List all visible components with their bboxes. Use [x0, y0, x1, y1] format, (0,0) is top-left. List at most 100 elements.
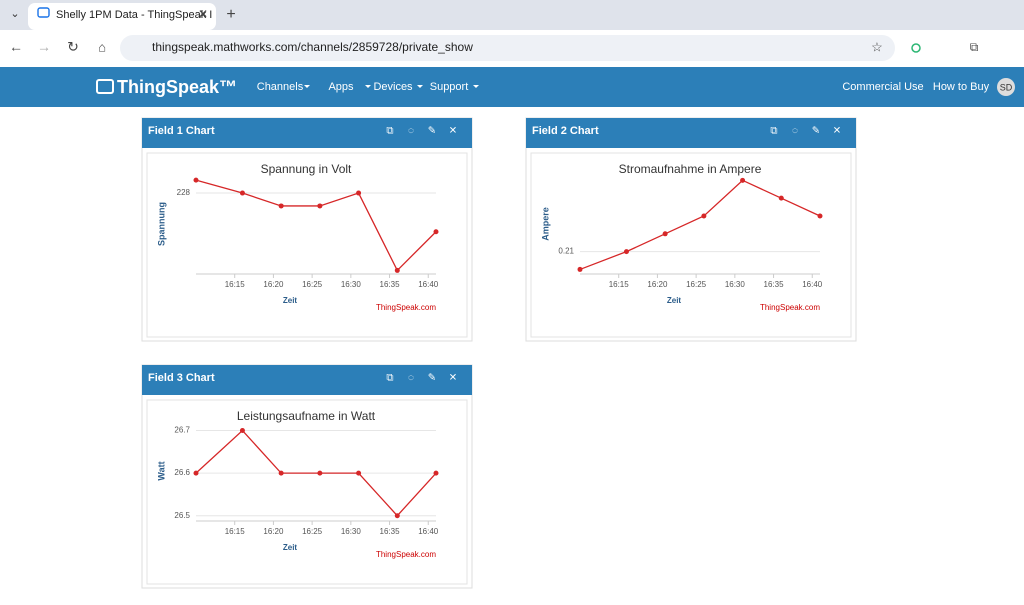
panel-action[interactable]: ⧉: [770, 126, 777, 137]
panel-title: Field 1 Chart: [148, 125, 215, 137]
x-tick-label: 16:25: [302, 527, 323, 536]
data-point: [317, 470, 323, 476]
panel-action[interactable]: ✎: [428, 373, 436, 384]
x-tick-label: 16:40: [418, 280, 439, 289]
x-tick-label: 16:15: [609, 280, 630, 289]
y-tick-label: 0.21: [558, 247, 574, 256]
x-tick-label: 16:35: [764, 280, 785, 289]
data-point: [278, 203, 284, 209]
credit[interactable]: ThingSpeak.com: [376, 550, 436, 559]
y-axis-label: Ampere: [540, 207, 550, 241]
panel-header: [142, 365, 472, 395]
nav-link[interactable]: How to Buy: [933, 81, 990, 93]
data-point: [433, 470, 439, 476]
y-tick-label: 228: [177, 188, 191, 197]
credit[interactable]: ThingSpeak.com: [376, 303, 436, 312]
data-point: [394, 267, 400, 273]
panel-title: Field 3 Chart: [148, 372, 215, 384]
data-point: [433, 229, 439, 235]
favicon: [37, 7, 50, 18]
extension-share[interactable]: [911, 43, 921, 53]
x-tick-label: 16:20: [263, 527, 284, 536]
panel-action[interactable]: ◌: [408, 126, 414, 137]
nav-menu[interactable]: Devices: [373, 81, 413, 93]
tab-close[interactable]: ✕: [198, 7, 208, 21]
data-point: [193, 470, 199, 476]
data-point: [701, 213, 707, 219]
x-axis-label: Zeit: [283, 296, 298, 305]
chart-frame: [146, 152, 468, 338]
data-point: [193, 177, 199, 183]
panel-action[interactable]: ✕: [449, 373, 457, 384]
avatar[interactable]: [997, 78, 1015, 96]
panel-header: [526, 118, 856, 148]
bookmark[interactable]: ☆: [871, 39, 883, 54]
caret: [473, 85, 479, 88]
panel-action[interactable]: ⧉: [386, 373, 393, 384]
panel-action[interactable]: ✎: [428, 126, 436, 137]
x-tick-label: 16:15: [225, 280, 246, 289]
x-axis-label: Zeit: [283, 543, 298, 552]
nav-menu[interactable]: Support: [430, 81, 469, 93]
caret: [365, 85, 371, 88]
data-point: [577, 266, 583, 272]
avatar-initials: SD: [1000, 82, 1013, 92]
data-point: [740, 177, 746, 183]
tab-menu[interactable]: ⌄: [10, 8, 19, 20]
data-point: [278, 470, 284, 476]
y-axis-label: Spannung: [156, 202, 166, 246]
panel-action[interactable]: ✕: [449, 126, 457, 137]
chart-title: Stromaufnahme in Ampere: [619, 162, 762, 176]
home[interactable]: ⌂: [98, 39, 106, 54]
data-point: [239, 190, 245, 196]
address-bar[interactable]: [120, 35, 895, 61]
reload[interactable]: ↻: [67, 39, 79, 55]
data-point: [394, 513, 400, 519]
panel-action[interactable]: ◌: [408, 373, 414, 384]
panel-action[interactable]: ✎: [812, 126, 820, 137]
new-tab[interactable]: +: [226, 6, 235, 23]
y-tick-label: 26.6: [174, 468, 190, 477]
panel-action[interactable]: ⧉: [386, 126, 393, 137]
panel-header: [142, 118, 472, 148]
x-tick-label: 16:40: [418, 527, 439, 536]
chart-title: Leistungsaufname in Watt: [237, 409, 376, 423]
data-point: [662, 231, 668, 237]
panel-title: Field 2 Chart: [532, 125, 599, 137]
x-tick-label: 16:30: [341, 527, 362, 536]
data-point: [623, 249, 629, 255]
nav-link[interactable]: Commercial Use: [842, 81, 923, 93]
caret: [417, 85, 423, 88]
extensions[interactable]: ⧉: [970, 40, 979, 54]
x-tick-label: 16:15: [225, 527, 246, 536]
tab[interactable]: [28, 3, 216, 30]
tab-title: Shelly 1PM Data - ThingSpeak I: [56, 9, 212, 21]
nav-menu[interactable]: Apps: [328, 81, 354, 93]
data-point: [317, 203, 323, 209]
x-tick-label: 16:25: [686, 280, 707, 289]
x-tick-label: 16:40: [802, 280, 823, 289]
chart-frame: [530, 152, 852, 338]
x-tick-label: 16:35: [380, 280, 401, 289]
x-tick-label: 16:35: [380, 527, 401, 536]
x-tick-label: 16:20: [263, 280, 284, 289]
x-tick-label: 16:30: [725, 280, 746, 289]
credit[interactable]: ThingSpeak.com: [760, 303, 820, 312]
navbar: [0, 67, 1024, 107]
x-tick-label: 16:30: [341, 280, 362, 289]
url[interactable]: thingspeak.mathworks.com/channels/285972…: [152, 40, 473, 54]
x-tick-label: 16:25: [302, 280, 323, 289]
x-axis-label: Zeit: [667, 296, 682, 305]
data-point: [239, 428, 245, 434]
y-tick-label: 26.5: [174, 511, 190, 520]
panel-action[interactable]: ◌: [792, 126, 798, 137]
data-point: [817, 213, 823, 219]
brand[interactable]: ThingSpeak™: [117, 77, 237, 97]
data-point: [778, 195, 784, 201]
forward[interactable]: →: [37, 39, 51, 55]
back[interactable]: ←: [9, 39, 23, 55]
y-axis-label: Watt: [156, 461, 166, 480]
nav-menu[interactable]: Channels: [257, 81, 304, 93]
panel-action[interactable]: ✕: [833, 126, 841, 137]
